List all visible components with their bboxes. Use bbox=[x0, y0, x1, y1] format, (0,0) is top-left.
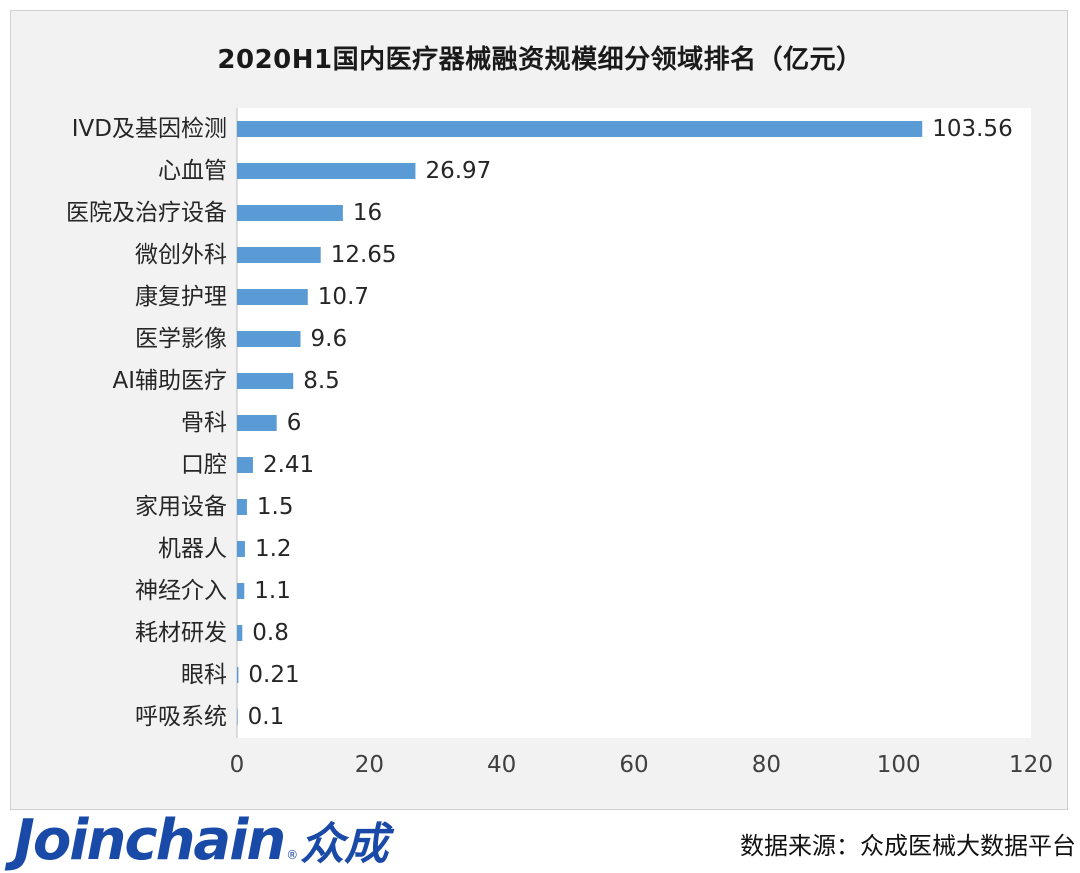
chart-container: 2020H1国内医疗器械融资规模细分领域排名（亿元） IVD及基因检测 103.5… bbox=[10, 10, 1068, 810]
data-source-note: 数据来源：众成医械大数据平台 bbox=[740, 832, 1076, 860]
data-label: 26.97 bbox=[425, 158, 491, 184]
bar bbox=[237, 289, 308, 305]
bar bbox=[237, 457, 253, 473]
plot-area bbox=[237, 108, 1031, 738]
chart-title: 2020H1国内医疗器械融资规模细分领域排名（亿元） bbox=[217, 45, 863, 75]
logo-registered-mark: ® bbox=[286, 848, 299, 862]
data-label: 12.65 bbox=[331, 242, 397, 268]
category-label: 医院及治疗设备 bbox=[66, 200, 227, 226]
x-tick-label: 0 bbox=[230, 752, 245, 778]
data-label: 0.21 bbox=[248, 662, 299, 688]
category-label: 机器人 bbox=[158, 536, 227, 562]
bar bbox=[237, 373, 294, 389]
bar bbox=[237, 247, 321, 263]
data-label: 16 bbox=[353, 200, 382, 226]
data-label: 1.2 bbox=[255, 536, 292, 562]
data-label: 10.7 bbox=[318, 284, 369, 310]
data-label: 103.56 bbox=[932, 116, 1012, 142]
joinchain-logo: Joinchain ® 众成 bbox=[14, 808, 388, 873]
category-label: 耗材研发 bbox=[135, 620, 227, 646]
category-label: 神经介入 bbox=[135, 578, 227, 604]
logo-wordmark: Joinchain bbox=[14, 808, 286, 873]
category-label: 口腔 bbox=[181, 452, 227, 478]
category-label: 医学影像 bbox=[135, 326, 227, 352]
data-label: 1.1 bbox=[254, 578, 291, 604]
bar bbox=[237, 415, 277, 431]
bar bbox=[237, 331, 301, 347]
data-label: 0.1 bbox=[248, 704, 285, 730]
category-label: AI辅助医疗 bbox=[112, 368, 227, 394]
x-tick-label: 60 bbox=[619, 752, 648, 778]
category-label: 呼吸系统 bbox=[135, 704, 227, 730]
x-tick-label: 20 bbox=[355, 752, 384, 778]
category-label: 家用设备 bbox=[135, 494, 227, 520]
x-tick-label: 80 bbox=[752, 752, 781, 778]
data-label: 2.41 bbox=[263, 452, 314, 478]
data-label: 1.5 bbox=[257, 494, 294, 520]
x-tick-label: 40 bbox=[487, 752, 516, 778]
bar bbox=[237, 499, 247, 515]
category-label: 眼科 bbox=[181, 662, 227, 688]
category-label: IVD及基因检测 bbox=[72, 116, 227, 142]
data-label: 6 bbox=[287, 410, 302, 436]
category-label: 康复护理 bbox=[135, 284, 227, 310]
x-tick-label: 100 bbox=[877, 752, 921, 778]
data-label: 9.6 bbox=[311, 326, 348, 352]
bar bbox=[237, 667, 239, 683]
bar bbox=[237, 121, 923, 137]
data-label: 0.8 bbox=[252, 620, 289, 646]
bar bbox=[237, 163, 416, 179]
bar bbox=[237, 583, 245, 599]
category-label: 骨科 bbox=[181, 410, 227, 436]
category-label: 心血管 bbox=[158, 158, 227, 184]
bar bbox=[237, 541, 245, 557]
bar bbox=[237, 625, 243, 641]
data-label: 8.5 bbox=[303, 368, 340, 394]
bar bbox=[237, 205, 343, 221]
category-label: 微创外科 bbox=[135, 242, 227, 268]
bar bbox=[237, 709, 238, 725]
bar-chart: IVD及基因检测 103.56 心血管 26.97 医院及治疗设备 16 微创外科 12.65… bbox=[66, 108, 1053, 778]
x-tick-label: 120 bbox=[1009, 752, 1053, 778]
logo-chinese-name: 众成 bbox=[300, 819, 389, 870]
